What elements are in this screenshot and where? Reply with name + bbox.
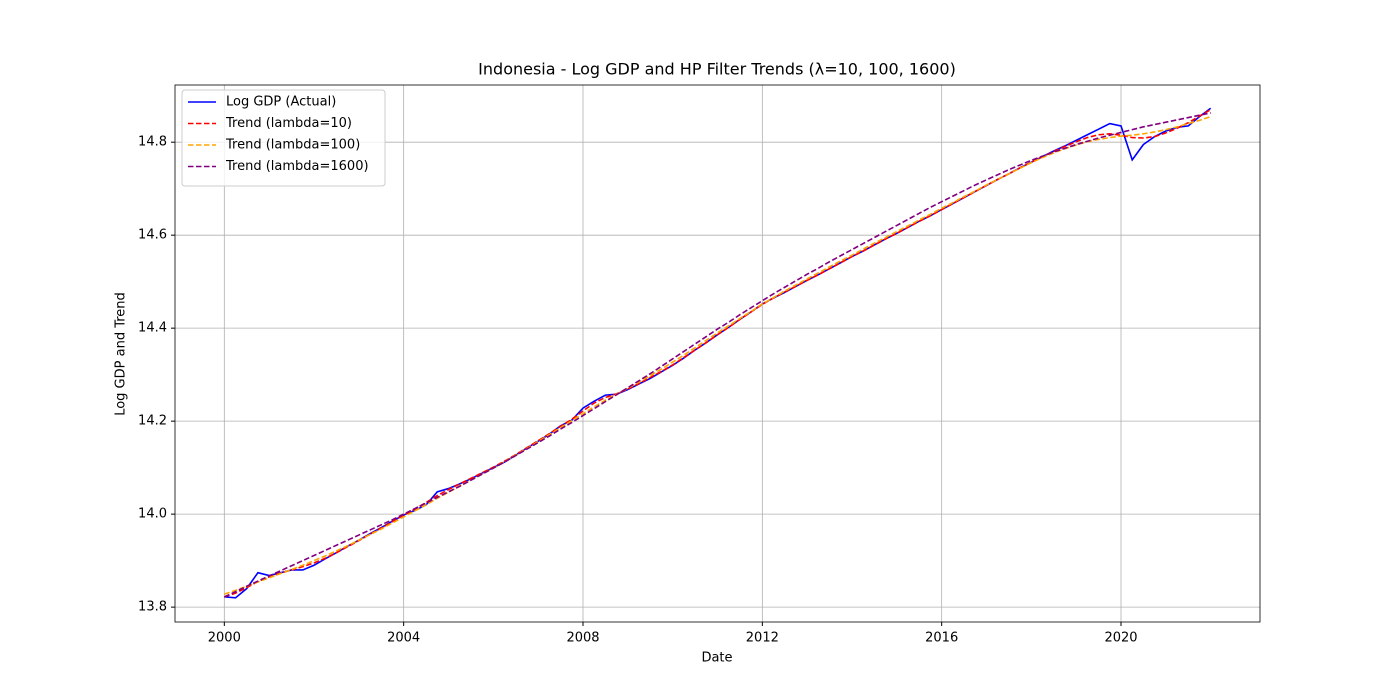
x-tick-label: 2000 [208, 631, 241, 646]
legend-label: Trend (lambda=10) [225, 116, 352, 131]
x-tick-label: 2004 [387, 631, 420, 646]
y-tick-label: 14.8 [138, 135, 167, 150]
chart-title: Indonesia - Log GDP and HP Filter Trends… [478, 60, 956, 79]
legend-label: Log GDP (Actual) [226, 95, 336, 110]
x-tick-label: 2008 [566, 631, 599, 646]
series-line [224, 108, 1212, 598]
series-line [223, 112, 1211, 598]
x-tick-label: 2012 [746, 631, 779, 646]
y-tick-label: 13.8 [138, 600, 167, 615]
y-axis-label: Log GDP and Trend [114, 292, 129, 416]
x-tick-label: 2016 [925, 631, 958, 646]
y-tick-label: 14.6 [138, 228, 167, 243]
legend-label: Trend (lambda=100) [225, 138, 360, 153]
legend-box [181, 89, 386, 187]
y-tick-label: 14.2 [138, 414, 167, 429]
x-tick-label: 2020 [1104, 631, 1137, 646]
y-tick-label: 14.4 [138, 321, 167, 336]
series-line [224, 115, 1211, 595]
x-axis-label: Date [701, 651, 732, 666]
y-tick-label: 14.0 [138, 507, 167, 522]
legend-label: Trend (lambda=1600) [225, 159, 369, 174]
axes-frame [174, 84, 1261, 623]
